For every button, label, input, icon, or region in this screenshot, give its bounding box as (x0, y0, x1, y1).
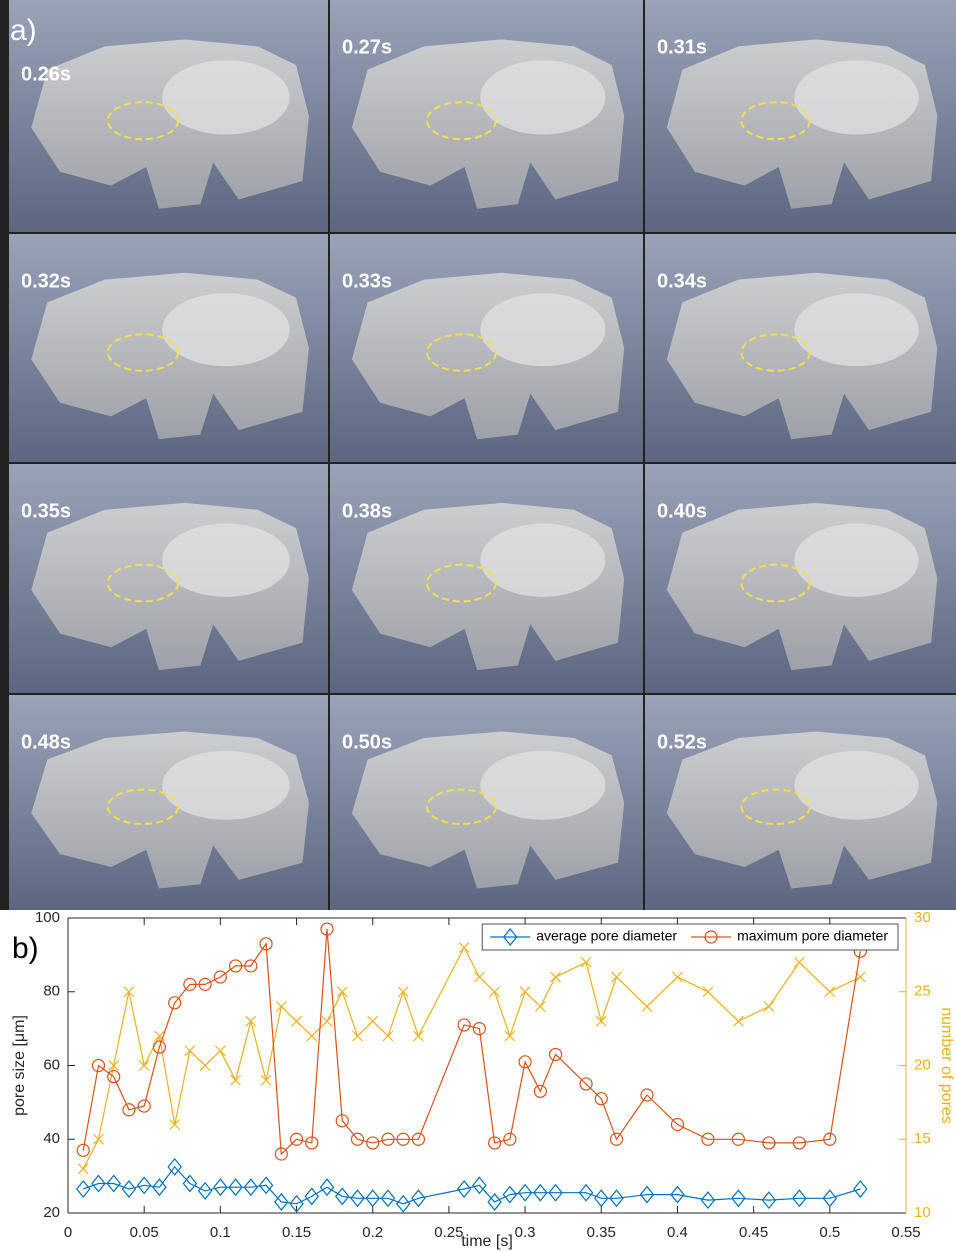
y-tick-label: 40 (43, 1130, 60, 1147)
x-tick-label: 0.25 (434, 1224, 463, 1241)
x-tick-label: 0.3 (515, 1224, 536, 1241)
x-tick-label: 0.05 (130, 1224, 159, 1241)
y2-tick-label: 25 (914, 983, 931, 1000)
x-tick-label: 0 (64, 1224, 72, 1241)
melt-pool (162, 751, 290, 820)
frame-label: 0.50s (342, 731, 392, 753)
image-frame: 0.27s (330, 0, 643, 232)
panel-label: b) (12, 932, 39, 965)
frame-label: 0.26s (21, 63, 71, 85)
frame-label: 0.33s (342, 270, 392, 292)
frame-label: 0.31s (657, 36, 707, 58)
chart-panel: 0 0.05 0.1 0.15 0.2 0.25 0.3 0.35 0.4 0.45 0.5 0.55… (0, 909, 956, 1251)
melt-pool (480, 60, 605, 134)
melt-pool (480, 751, 605, 820)
melt-pool (794, 524, 918, 597)
melt-pool (794, 293, 918, 366)
panel-label: a) (10, 14, 37, 47)
melt-pool (480, 293, 605, 366)
y2-axis-label: number of pores (938, 1007, 955, 1124)
image-frame: 0.50s (330, 695, 643, 910)
x-tick-label: 0.15 (282, 1224, 311, 1241)
x-tick-label: 0.55 (891, 1224, 920, 1241)
frame-label: 0.52s (657, 731, 707, 753)
y-tick-label: 80 (43, 983, 60, 1000)
y2-tick-label: 20 (914, 1056, 931, 1073)
plot-area (68, 918, 906, 1213)
image-frame: 0.40s (645, 464, 956, 693)
image-frame: 0.38s (330, 464, 643, 693)
x-tick-label: 0.2 (362, 1224, 383, 1241)
image-frame: 0.33s (330, 234, 643, 462)
legend-label: maximum pore diameter (737, 928, 888, 944)
y-tick-label: 100 (35, 909, 60, 926)
frame-label: 0.32s (21, 270, 71, 292)
frame-label: 0.34s (657, 270, 707, 292)
figure: 0.26s 0.27s 0.31s 0.32s 0.33s 0.34s 0.35s 0.38s… (0, 0, 956, 1251)
image-frame: 0.32s (9, 234, 328, 462)
image-panel: 0.26s 0.27s 0.31s 0.32s 0.33s 0.34s 0.35s 0.38s… (0, 0, 956, 910)
melt-pool (162, 60, 290, 134)
x-tick-label: 0.35 (587, 1224, 616, 1241)
legend-label: average pore diameter (536, 928, 677, 944)
x-tick-label: 0.4 (667, 1224, 688, 1241)
y2-tick-label: 30 (914, 909, 931, 926)
image-frame: 0.52s (645, 695, 956, 910)
x-axis-label: time [s] (461, 1233, 513, 1250)
frame-label: 0.48s (21, 731, 71, 753)
frame-label: 0.27s (342, 36, 392, 58)
melt-pool (162, 524, 290, 597)
x-tick-label: 0.1 (210, 1224, 231, 1241)
y2-tick-label: 10 (914, 1204, 931, 1221)
y-tick-label: 20 (43, 1204, 60, 1221)
x-tick-label: 0.5 (819, 1224, 840, 1241)
image-frame: 0.31s (645, 0, 956, 232)
y-tick-label: 60 (43, 1056, 60, 1073)
melt-pool (794, 60, 918, 134)
x-tick-label: 0.45 (739, 1224, 768, 1241)
legend: average pore diameter maximum pore diamet… (482, 924, 898, 950)
frame-label: 0.38s (342, 500, 392, 522)
melt-pool (794, 751, 918, 820)
y2-tick-label: 15 (914, 1130, 931, 1147)
frame-label: 0.35s (21, 500, 71, 522)
frame-label: 0.40s (657, 500, 707, 522)
y-axis-label: pore size [μm] (11, 1015, 28, 1116)
melt-pool (162, 293, 290, 366)
image-frame: 0.34s (645, 234, 956, 462)
image-frame: 0.26s (9, 0, 328, 232)
image-frame: 0.35s (9, 464, 328, 693)
image-frame: 0.48s (9, 695, 328, 910)
melt-pool (480, 524, 605, 597)
